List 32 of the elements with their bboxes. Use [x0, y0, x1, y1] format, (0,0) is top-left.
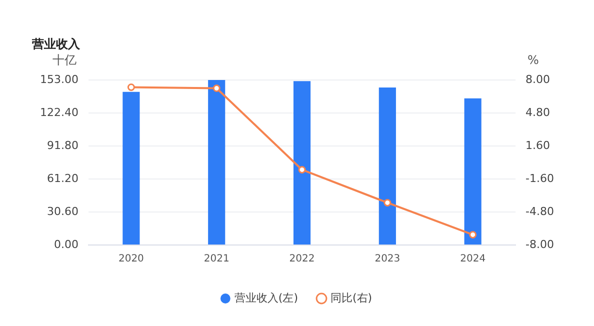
- chart-title: 营业收入: [31, 37, 81, 51]
- y-tick-label: 122.40: [40, 106, 78, 119]
- bar: [378, 88, 396, 244]
- point: [384, 198, 392, 206]
- x-tick-label: 2020: [118, 254, 144, 265]
- y2-tick-label: 4.80: [526, 106, 550, 119]
- point: [298, 166, 306, 174]
- y-tick-label: 30.60: [46, 204, 78, 218]
- bar: [122, 92, 140, 244]
- x-tick-label: 2024: [460, 254, 486, 265]
- y-tick-label: 61.20: [46, 172, 78, 185]
- bar: [464, 98, 482, 244]
- legend-label: 同比(右): [330, 291, 372, 304]
- legend-label: 营业收入(左): [234, 291, 298, 304]
- y2-axis-title: %: [528, 53, 539, 67]
- y2-tick-label: -4.80: [526, 204, 554, 218]
- x-tick-label: 2021: [204, 254, 230, 265]
- y2-tick-label: -1.60: [526, 172, 554, 185]
- x-tick-label: 2022: [289, 254, 315, 265]
- point: [469, 230, 477, 238]
- point: [212, 84, 220, 92]
- y-tick-label: 91.80: [46, 138, 78, 152]
- y-tick-label: 153.00: [40, 72, 78, 86]
- y2-tick-label: 8.00: [526, 72, 550, 86]
- x-tick-label: 2023: [374, 254, 400, 265]
- point: [127, 83, 135, 91]
- y-tick-label: 0.00: [54, 238, 78, 251]
- y2-tick-label: -8.00: [526, 238, 554, 251]
- bar: [208, 80, 226, 244]
- bar: [293, 81, 311, 244]
- y2-tick-label: 1.60: [526, 138, 550, 152]
- y-axis-title: 十亿: [52, 53, 76, 67]
